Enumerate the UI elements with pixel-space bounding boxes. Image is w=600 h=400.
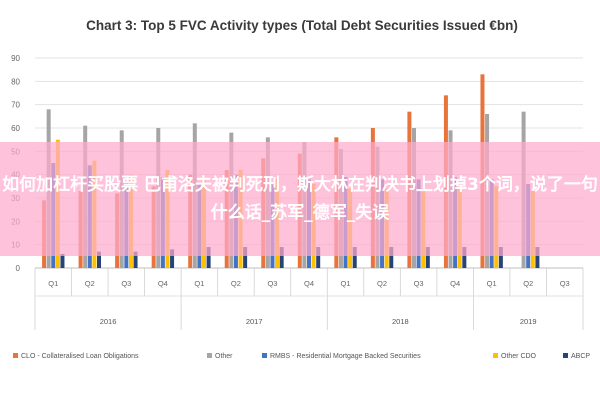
x-tick-label: Q3 (267, 279, 277, 288)
year-label: 2019 (520, 317, 537, 326)
chart-title: Chart 3: Top 5 FVC Activity types (Total… (86, 18, 518, 33)
legend-swatch (563, 353, 568, 358)
bar (170, 249, 175, 268)
x-tick-label: Q3 (414, 279, 424, 288)
bar (243, 247, 248, 268)
x-tick-label: Q1 (487, 279, 497, 288)
legend-swatch (262, 353, 267, 358)
bar (498, 247, 503, 268)
year-label: 2017 (246, 317, 263, 326)
bar (60, 254, 65, 268)
bar (97, 251, 101, 268)
x-tick-label: Q1 (341, 279, 351, 288)
legend-swatch (207, 353, 212, 358)
advertisement-banner[interactable]: 如何加杠杆买股票 巴甫洛夫被判死刑，斯大林在判决书上划掉3个词，说了一句什么话_… (0, 142, 600, 256)
legend-label: RMBS - Residential Mortgage Backed Secur… (270, 353, 421, 360)
x-tick-label: Q2 (231, 279, 241, 288)
legend-label: Other (215, 353, 233, 360)
x-tick-label: Q3 (121, 279, 131, 288)
bar (462, 247, 467, 268)
x-tick-label: Q4 (304, 279, 314, 288)
bar (535, 247, 540, 268)
y-tick-label: 90 (11, 54, 20, 63)
bar (316, 247, 321, 268)
bar (133, 251, 138, 268)
y-tick-label: 60 (11, 124, 20, 133)
x-tick-label: Q2 (523, 279, 533, 288)
y-tick-label: 80 (11, 77, 20, 86)
y-tick-label: 0 (16, 264, 21, 273)
x-tick-label: Q3 (560, 279, 570, 288)
bar (389, 247, 394, 268)
year-label: 2016 (100, 317, 117, 326)
x-tick-label: Q4 (450, 279, 460, 288)
legend: CLO - Collateralised Loan Obligations Oth… (13, 353, 590, 360)
y-tick-label: 70 (11, 101, 20, 110)
x-tick-label: Q2 (85, 279, 95, 288)
legend-label: CLO - Collateralised Loan Obligations (21, 353, 139, 360)
legend-swatch (13, 353, 18, 358)
bar (425, 247, 430, 268)
x-tick-label: Q2 (377, 279, 387, 288)
legend-swatch (493, 353, 498, 358)
advertisement-text[interactable]: 如何加杠杆买股票 巴甫洛夫被判死刑，斯大林在判决书上划掉3个词，说了一句什么话_… (2, 175, 598, 223)
legend-label: ABCP (571, 353, 590, 360)
legend-label: Other CDO (501, 353, 537, 360)
bar (206, 247, 211, 268)
bar (352, 247, 357, 268)
year-label: 2018 (392, 317, 409, 326)
x-tick-label: Q1 (48, 279, 58, 288)
x-axis: Q1 Q2 Q3 Q4 Q1 Q2 Q3 Q4 Q1 Q2 Q3 Q4 Q1 Q2 Q3 2016 2017 20… (34, 268, 584, 330)
bar (279, 247, 284, 268)
x-tick-label: Q4 (158, 279, 168, 288)
x-tick-label: Q1 (194, 279, 204, 288)
